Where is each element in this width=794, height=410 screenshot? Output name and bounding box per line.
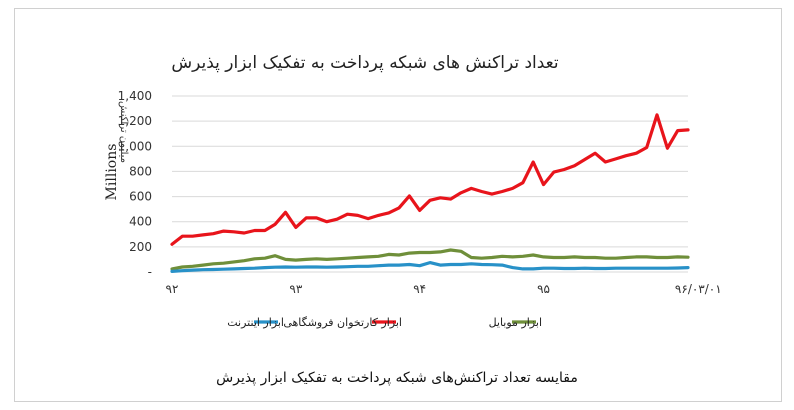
- series-lines: [170, 113, 690, 273]
- y-ticks: - 200 400 600 800 1,000 1,200 1,400: [118, 89, 152, 279]
- chart-frame: [14, 8, 782, 402]
- y-tick-label: 1,000: [118, 139, 152, 153]
- y-axis-label-secondary: میلیون تراکنش: [118, 101, 129, 163]
- line-chart: تعداد تراکنش های شبکه پرداخت به تفکیک اب…: [104, 53, 722, 329]
- legend-label-1: ابزار اینترنت: [227, 316, 284, 329]
- series-line-1: [170, 113, 690, 246]
- grid: [172, 95, 688, 273]
- chart-title: تعداد تراکنش های شبکه پرداخت به تفکیک اب…: [171, 53, 559, 73]
- x-tick-label: ۹۲: [166, 282, 179, 296]
- y-tick-label: -: [148, 265, 152, 279]
- x-tick-label: ۹۴: [413, 282, 426, 296]
- figure-caption: مقایسه تعداد تراکنش‌های شبکه پرداخت به ت…: [216, 370, 578, 386]
- legend-label-2: ابزار کارتخوان فروشگاهی: [283, 316, 402, 329]
- x-tick-label: ۹۵: [537, 282, 550, 296]
- y-tick-label: 800: [129, 164, 152, 178]
- y-tick-label: 1,200: [118, 114, 152, 128]
- legend: ابزار اینترنت ابزار کارتخوان فروشگاهی ابزا…: [227, 316, 542, 329]
- y-axis-label: Millions: [104, 144, 120, 201]
- y-tick-label: 200: [129, 240, 152, 254]
- legend-label-3: ابزار موبایل: [489, 316, 542, 329]
- x-ticks: ۹۲ ۹۳ ۹۴ ۹۵ ۹۶/۰۳/۰۱: [166, 282, 722, 296]
- y-tick-label: 600: [129, 190, 152, 204]
- y-tick-label: 1,400: [118, 89, 152, 103]
- series-line-2: [170, 248, 690, 271]
- series-line-3: [170, 261, 690, 273]
- x-tick-label: ۹۳: [289, 282, 302, 296]
- x-tick-label: ۹۶/۰۳/۰۱: [675, 282, 722, 296]
- y-tick-label: 400: [129, 215, 152, 229]
